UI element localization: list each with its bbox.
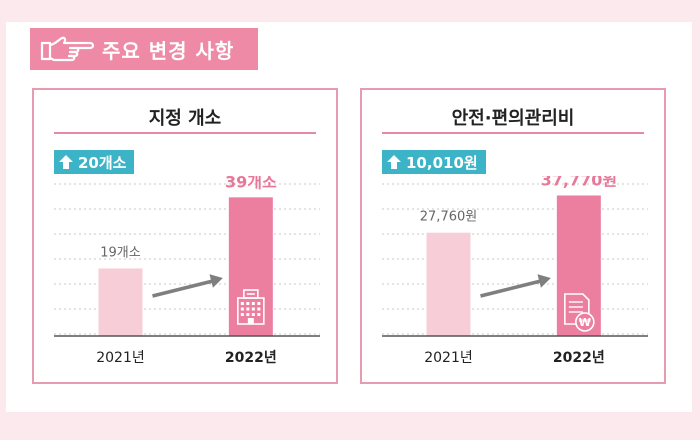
trend-arrow-head [537,274,551,288]
document-won-icon: ₩ [564,293,595,332]
category-label: 2021년 [424,350,473,366]
bar-chart: 19개소 2021년 39개소 2022년 [54,176,320,380]
up-arrow-icon [387,155,401,169]
bar-chart-svg: 19개소 2021년 39개소 2022년 [54,176,320,366]
building-window [240,302,244,305]
building-top [243,289,259,299]
building-window [240,313,244,316]
change-value: 10,010원 [406,153,478,172]
panel-designated-sites: 지정 개소 20개소 19개소 2021년 39개소 2022년 [32,88,338,384]
change-badge: 20개소 [54,150,135,174]
data-label: 27,760원 [420,210,477,225]
document-outline [564,293,590,325]
building-window [257,313,261,316]
panel-title: 지정 개소 [148,108,222,129]
building-door [247,318,254,324]
change-value: 20개소 [78,153,127,172]
section-title: 주요 변경 사항 [102,38,235,63]
data-label: 19개소 [100,245,141,260]
bar-chart-svg: 27,760원 2021년 37,770원 2022년 ₩ [382,176,648,366]
building-window [257,307,261,311]
category-label: 2021년 [96,350,145,366]
trend-arrow-head [209,274,223,288]
data-label: 39개소 [225,176,277,191]
category-label: 2022년 [225,350,277,366]
building-window [246,313,250,316]
title-divider [382,132,644,134]
won-coin [575,312,595,332]
pointing-hand-icon [40,36,95,62]
bar-chart: 27,760원 2021년 37,770원 2022년 ₩ [382,176,648,380]
category-label: 2022년 [553,350,605,366]
building-window [251,302,255,305]
change-badge: 10,010원 [382,150,486,174]
trend-arrow-line [480,278,544,298]
data-label: 37,770원 [541,176,617,189]
bar-2021년 [426,232,471,336]
bar-2022년 [228,197,273,336]
building-window [246,307,250,311]
panel-management-fee: 안전·편의관리비 10,010원 27,760원 2021년 37,770원 2022… [360,88,666,384]
won-symbol: ₩ [579,316,591,329]
building-window [251,307,255,311]
panel-title: 안전·편의관리비 [451,108,575,129]
building-window [251,313,255,316]
building-window [257,302,261,305]
building-window [240,307,244,311]
title-divider [54,132,316,134]
building-window [246,302,250,305]
section-header: 주요 변경 사항 [30,28,258,70]
trend-arrow-line [152,278,216,298]
bar-2021년 [98,268,143,336]
up-arrow-icon [59,155,73,169]
building-icon [237,289,265,325]
